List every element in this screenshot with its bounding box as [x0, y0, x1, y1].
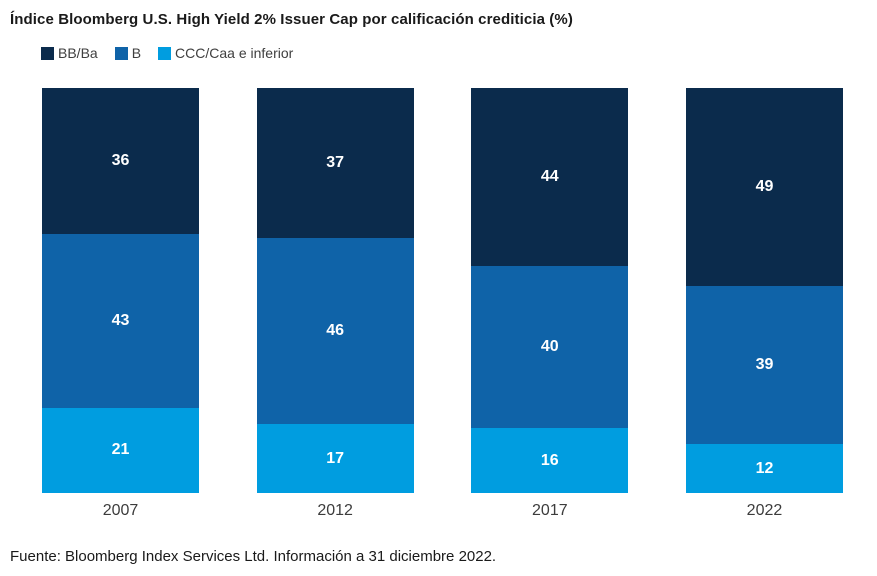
- value-label-ccc-caa-e-inferior-2017: 16: [540, 451, 559, 469]
- value-label-b-2017: 40: [540, 338, 559, 356]
- legend-swatch-ccc-caa: [158, 46, 172, 60]
- value-label-ccc-caa-e-inferior-2022: 12: [755, 459, 774, 477]
- bar-segment-bb-ba-2017: 44: [471, 88, 629, 267]
- bar-segment-ccc-caa-e-inferior-2012: 17: [256, 424, 414, 493]
- bar-segment-b-2017: 40: [471, 266, 629, 429]
- category-label-2017: 2017: [532, 502, 568, 519]
- legend-label-b: B: [131, 45, 142, 61]
- legend-label-bb-ba: BB/Ba: [58, 45, 98, 61]
- legend-item-bb-ba: BB/Ba: [41, 45, 98, 61]
- stacked-bar-2022: 49 39 12: [685, 88, 843, 493]
- stacked-bar-2007: 36 43 21: [42, 88, 199, 493]
- stacked-bar-2017: 44 40 16: [471, 88, 629, 493]
- bar-segment-bb-ba-2007: 36: [42, 88, 199, 234]
- bar-segment-b-2012: 46: [256, 237, 414, 425]
- bar-column-2017: 44 40 16 2017: [471, 88, 629, 528]
- legend-label-ccc-caa: CCC/Caa e inferior: [175, 45, 294, 61]
- value-label-bb-ba-2007: 36: [111, 151, 130, 169]
- value-label-b-2022: 39: [755, 356, 774, 374]
- value-label-bb-ba-2017: 44: [540, 168, 559, 186]
- stacked-bar-2012: 37 46 17: [256, 88, 414, 493]
- bar-column-2022: 49 39 12 2022: [685, 88, 843, 528]
- legend: BB/Ba B CCC/Caa e inferior: [41, 45, 293, 61]
- bar-column-2007: 36 43 21 2007: [42, 88, 199, 528]
- value-label-bb-ba-2022: 49: [755, 178, 774, 196]
- value-label-b-2007: 43: [111, 311, 130, 329]
- category-label-2022: 2022: [746, 502, 783, 519]
- bar-segment-b-2022: 39: [685, 286, 843, 445]
- category-label-2007: 2007: [102, 502, 139, 519]
- value-label-ccc-caa-e-inferior-2012: 17: [326, 449, 345, 467]
- bar-segment-bb-ba-2012: 37: [256, 88, 414, 238]
- category-label-2012: 2012: [317, 502, 353, 519]
- legend-swatch-b: [114, 46, 128, 60]
- value-label-bb-ba-2012: 37: [326, 153, 345, 171]
- chart-title: Índice Bloomberg U.S. High Yield 2% Issu…: [10, 11, 573, 28]
- bar-segment-ccc-caa-e-inferior-2022: 12: [685, 444, 843, 493]
- bar-column-2012: 37 46 17 2012: [256, 88, 414, 528]
- legend-item-ccc-caa: CCC/Caa e inferior: [158, 45, 293, 61]
- legend-swatch-bb-ba: [41, 46, 54, 60]
- stacked-bar-chart: 36 43 21 2007 37 46 17 2012 44 40 16 2017 49 39 12 2022: [42, 88, 843, 528]
- bar-segment-ccc-caa-e-inferior-2017: 16: [471, 428, 629, 493]
- value-label-b-2012: 46: [326, 321, 345, 339]
- bar-segment-ccc-caa-e-inferior-2007: 21: [42, 407, 199, 493]
- source-note: Fuente: Bloomberg Index Services Ltd. In…: [10, 548, 497, 565]
- legend-item-b: B: [114, 45, 142, 61]
- value-label-ccc-caa-e-inferior-2007: 21: [111, 441, 130, 459]
- bar-segment-b-2007: 43: [42, 233, 199, 408]
- bar-segment-bb-ba-2022: 49: [685, 88, 843, 287]
